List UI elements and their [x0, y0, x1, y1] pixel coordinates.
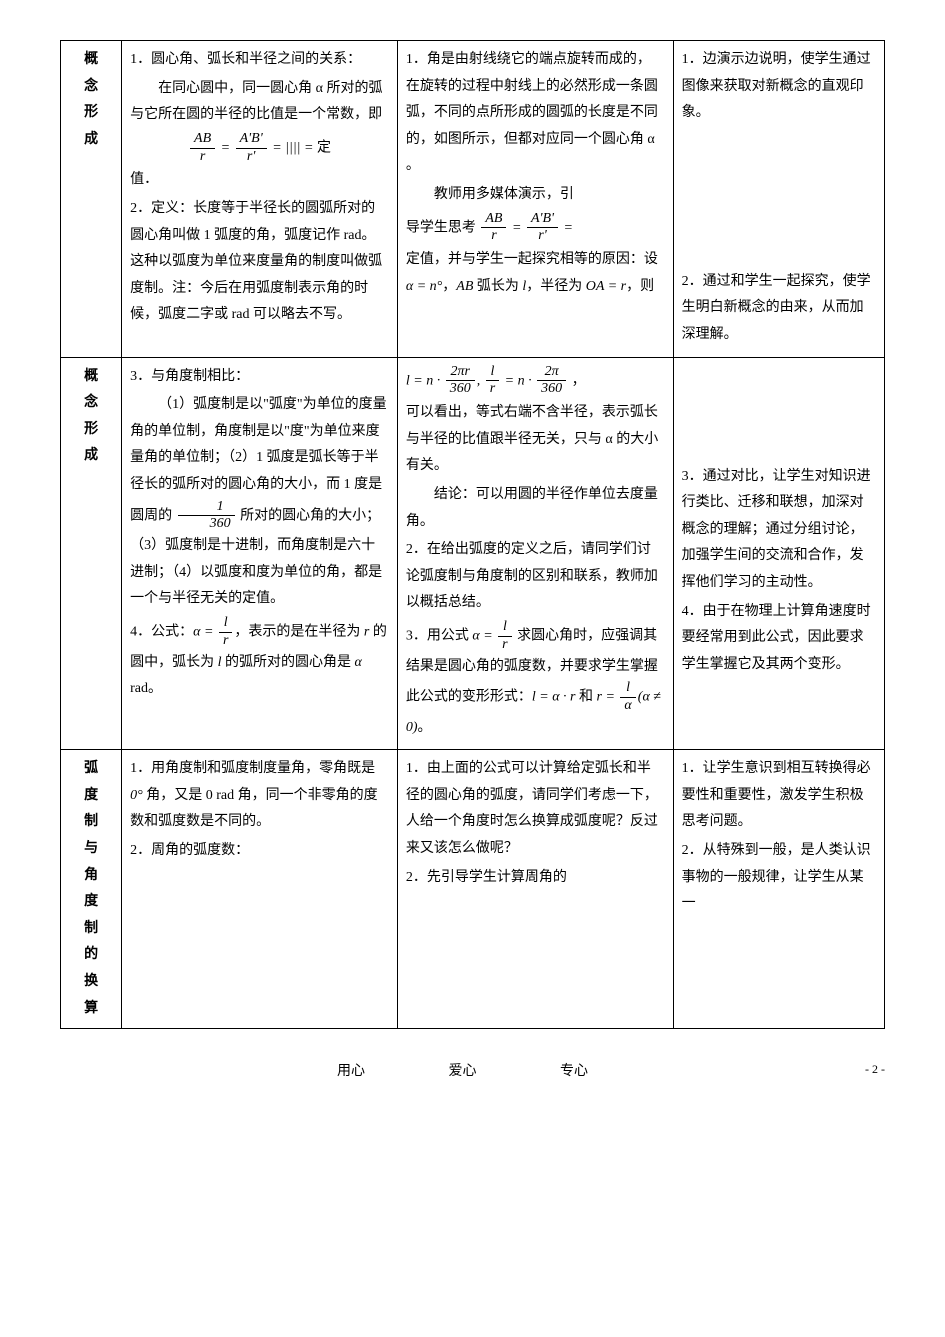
footer-word: 爱心 [449, 1064, 477, 1079]
side-char: 制 [69, 809, 113, 836]
content-item: 值． [130, 167, 389, 194]
teaching-content-cell: 3．与角度制相比： （1）弧度制是以"弧度"为单位的度量角的单位制，角度制是以"… [122, 357, 398, 750]
fraction: lα [620, 680, 635, 715]
content-item: 1．边演示边说明，使学生通过图像来获取对新概念的直观印象。 [682, 47, 876, 127]
content-item: 1．由上面的公式可以计算给定弧长和半径的圆心角的弧度，请同学们考虑一下，人给一个… [406, 756, 665, 862]
design-intent-cell: 1．让学生意识到相互转换得必要性和重要性，激发学生积极思考问题。 2．从特殊到一… [673, 750, 884, 1029]
side-char: 角 [69, 863, 113, 890]
fraction: lr [486, 364, 499, 399]
table-row: 弧 度 制 与 角 度 制 的 换 算 1．用角度制和弧度制度量角，零角既是 0… [61, 750, 885, 1029]
fraction: 1360 [178, 499, 235, 534]
design-intent-cell: 1．边演示边说明，使学生通过图像来获取对新概念的直观印象。 2．通过和学生一起探… [673, 41, 884, 358]
fraction: ABr [190, 131, 215, 166]
side-char: 概 [69, 364, 113, 391]
design-intent-cell: 3．通过对比，让学生对知识进行类比、迁移和联想，加深对概念的理解；通过分组讨论，… [673, 357, 884, 750]
content-item: 可以看出，等式右端不含半径，表示弧长与半径的比值跟半径无关，只与 α 的大小有关… [406, 400, 665, 480]
content-item: 2．在给出弧度的定义之后，请同学们讨论弧度制与角度制的区别和联系，教师加以概括总… [406, 537, 665, 617]
side-char: 算 [69, 996, 113, 1023]
content-item: 4．公式：α = lr，表示的是在半径为 r 的圆中，弧长为 l 的弧所对的圆心… [130, 615, 389, 703]
side-char: 成 [69, 443, 113, 470]
table-row: 概 念 形 成 3．与角度制相比： （1）弧度制是以"弧度"为单位的度量角的单位… [61, 357, 885, 750]
side-char: 弧 [69, 756, 113, 783]
side-char: 与 [69, 836, 113, 863]
side-char: 制 [69, 916, 113, 943]
text: 定 [317, 140, 331, 155]
fraction: 2π360 [537, 364, 566, 399]
side-char: 的 [69, 942, 113, 969]
content-item: 1．圆心角、弧长和半径之间的关系： [130, 47, 389, 74]
teacher-activity-cell: l = n · 2πr360, lr = n · 2π360 ， 可以看出，等式… [397, 357, 673, 750]
content-item: 2．通过和学生一起探究，使学生明白新概念的由来，从而加深理解。 [682, 269, 876, 349]
content-item: 2．定义：长度等于半径长的圆弧所对的圆心角叫做 1 弧度的角，弧度记作 rad。… [130, 196, 389, 329]
content-item: 定值，并与学生一起探究相等的原因：设 α = n°，AB 弧长为 l，半径为 O… [406, 247, 665, 300]
row-heading-concept-1: 概 念 形 成 [61, 41, 122, 358]
fraction: A'B'r' [236, 131, 267, 166]
fraction: lr [219, 615, 232, 650]
content-item: 1．用角度制和弧度制度量角，零角既是 0° 角，又是 0 rad 角，同一个非零… [130, 756, 389, 836]
content-item: 4．由于在物理上计算角速度时要经常用到此公式，因此要求学生掌握它及其两个变形。 [682, 599, 876, 679]
teaching-content-cell: 1．圆心角、弧长和半径之间的关系： 在同心圆中，同一圆心角 α 所对的弧与它所在… [122, 41, 398, 358]
side-char: 度 [69, 889, 113, 916]
side-char: 度 [69, 783, 113, 810]
side-char: 换 [69, 969, 113, 996]
side-char: 形 [69, 100, 113, 127]
fraction: 2πr360 [446, 364, 475, 399]
content-item: 教师用多媒体演示，引 [406, 182, 665, 209]
table-row: 概 念 形 成 1．圆心角、弧长和半径之间的关系： 在同心圆中，同一圆心角 α … [61, 41, 885, 358]
footer-word: 用心 [337, 1064, 365, 1079]
content-item: 在同心圆中，同一圆心角 α 所对的弧与它所在圆的半径的比值是一个常数，即 [130, 76, 389, 129]
formula-line: l = n · 2πr360, lr = n · 2π360 ， [406, 364, 665, 399]
page-number: - 2 - [865, 1059, 885, 1081]
fraction: A'B'r' [527, 211, 558, 246]
side-char: 成 [69, 127, 113, 154]
row-heading-concept-2: 概 念 形 成 [61, 357, 122, 750]
content-item: 2．周角的弧度数： [130, 838, 389, 865]
lesson-plan-table: 概 念 形 成 1．圆心角、弧长和半径之间的关系： 在同心圆中，同一圆心角 α … [60, 40, 885, 1029]
fraction: lr [498, 619, 511, 654]
row-heading-conversion: 弧 度 制 与 角 度 制 的 换 算 [61, 750, 122, 1029]
content-item: 3．用公式 α = lr 求圆心角时，应强调其结果是圆心角的弧度数，并要求学生掌… [406, 619, 665, 741]
content-item: 导学生思考 ABr = A'B'r' = [406, 211, 665, 246]
teaching-content-cell: 1．用角度制和弧度制度量角，零角既是 0° 角，又是 0 rad 角，同一个非零… [122, 750, 398, 1029]
content-item: 3．与角度制相比： [130, 364, 389, 391]
formula-line: ABr = A'B'r' = |||| = 定 [130, 131, 389, 166]
side-char: 概 [69, 47, 113, 74]
side-char: 念 [69, 390, 113, 417]
teacher-activity-cell: 1．角是由射线绕它的端点旋转而成的，在旋转的过程中射线上的必然形成一条圆弧，不同… [397, 41, 673, 358]
fraction: ABr [481, 211, 506, 246]
content-item: 2．先引导学生计算周角的 [406, 865, 665, 892]
content-item: 3．通过对比，让学生对知识进行类比、迁移和联想，加深对概念的理解；通过分组讨论，… [682, 464, 876, 597]
page-footer: 用心 爱心 专心 - 2 - [60, 1059, 885, 1084]
content-item: （1）弧度制是以"弧度"为单位的度量角的单位制，角度制是以"度"为单位来度量角的… [130, 392, 389, 613]
footer-motto: 用心 爱心 专心 [297, 1059, 628, 1084]
footer-word: 专心 [560, 1064, 588, 1079]
side-char: 念 [69, 74, 113, 101]
side-char: 形 [69, 417, 113, 444]
content-item: 1．让学生意识到相互转换得必要性和重要性，激发学生积极思考问题。 [682, 756, 876, 836]
content-item: 结论：可以用圆的半径作单位去度量角。 [406, 482, 665, 535]
content-item: 2．从特殊到一般，是人类认识事物的一般规律，让学生从某一 [682, 838, 876, 918]
content-item: 1．角是由射线绕它的端点旋转而成的，在旋转的过程中射线上的必然形成一条圆弧，不同… [406, 47, 665, 180]
teacher-activity-cell: 1．由上面的公式可以计算给定弧长和半径的圆心角的弧度，请同学们考虑一下，人给一个… [397, 750, 673, 1029]
